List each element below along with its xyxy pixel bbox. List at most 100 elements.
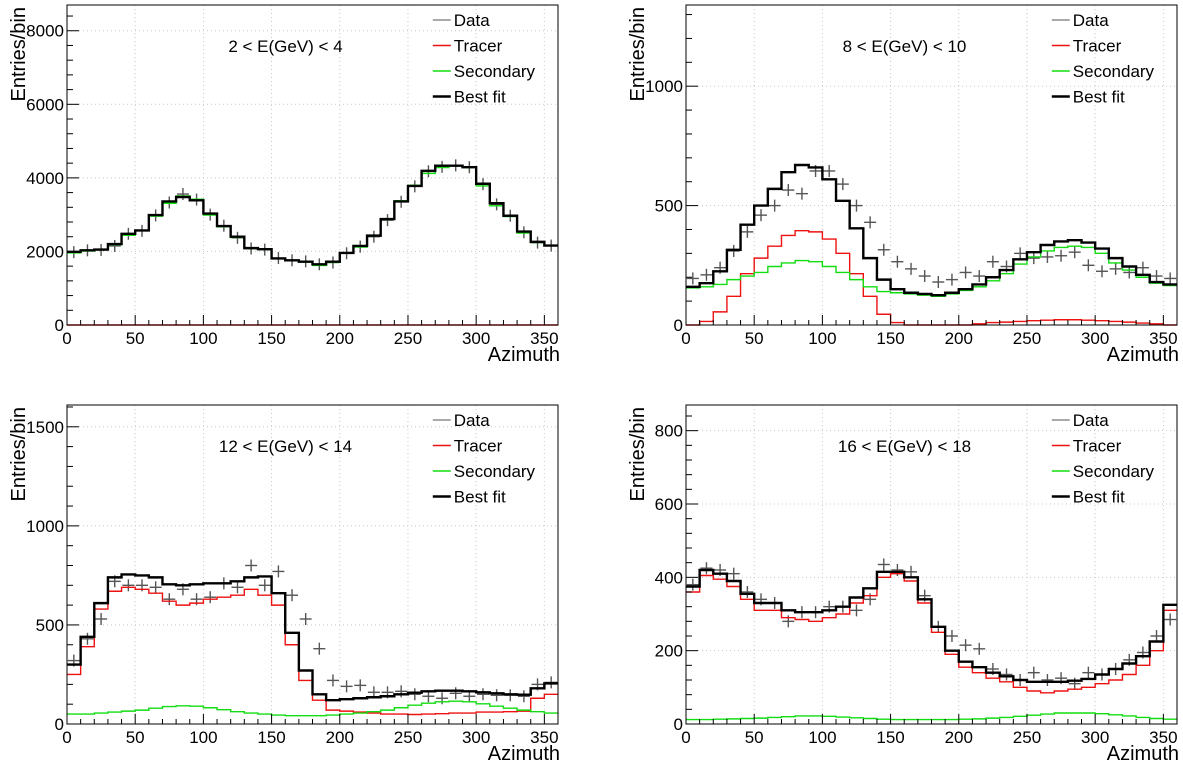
energy-range-title: 8 < E(GeV) < 10 [843, 37, 967, 56]
x-axis-label: Azimuth [1107, 743, 1179, 762]
y-tick-label: 400 [655, 568, 683, 587]
x-tick-label: 150 [257, 728, 285, 747]
legend-label: Best fit [1073, 88, 1125, 107]
data-point [877, 243, 890, 256]
x-tick-label: 350 [1149, 728, 1177, 747]
x-tick-label: 50 [745, 329, 764, 348]
step-line-tracer [67, 586, 558, 716]
y-axis-label: Entries/bin [8, 7, 30, 102]
step-line-best-fit [686, 163, 1177, 297]
data-point [163, 593, 176, 606]
data-point [741, 586, 754, 598]
data-point [286, 589, 299, 602]
data-point [299, 612, 312, 625]
data-point [81, 632, 94, 645]
data-point [408, 688, 421, 701]
data-point [476, 688, 489, 701]
y-tick-label: 2000 [26, 242, 64, 261]
legend-label: Secondary [454, 62, 536, 81]
data-point [959, 639, 972, 652]
data-point [272, 565, 285, 578]
data-point [864, 216, 877, 229]
legend-label: Best fit [1073, 488, 1125, 507]
step-line-tracer [686, 229, 1177, 326]
data-point [905, 565, 918, 578]
data-point [1068, 677, 1081, 690]
legend: Data Tracer Secondary Best fit [1051, 411, 1155, 507]
x-tick-label: 0 [62, 728, 71, 747]
series-best-fit [67, 573, 558, 702]
legend: Data Tracer Secondary Best fit [1051, 11, 1155, 107]
legend-label: Tracer [454, 437, 503, 456]
y-axis: 0 200 400 600 800 Entries/bin [627, 407, 698, 734]
legend-label: Tracer [454, 37, 503, 56]
legend-label: Tracer [1073, 37, 1122, 56]
data-point [1150, 270, 1163, 283]
y-tick-label: 6000 [26, 95, 64, 114]
step-line-tracer [686, 572, 1177, 694]
data-point [517, 690, 530, 703]
step-line-best-fit [686, 568, 1177, 684]
x-tick-label: 300 [462, 329, 490, 348]
x-tick-label: 300 [462, 728, 490, 747]
data-point [1027, 666, 1040, 679]
y-tick-label: 500 [36, 616, 64, 635]
series-tracer [686, 229, 1177, 326]
data-point [1014, 247, 1027, 260]
legend-label: Data [454, 11, 490, 30]
data-point [313, 642, 326, 655]
plot-grid [67, 5, 558, 325]
data-point [700, 562, 713, 575]
data-point [1123, 266, 1136, 279]
data-point [354, 679, 367, 692]
data-point [1082, 259, 1095, 272]
data-point [340, 680, 353, 693]
y-tick-label: 1500 [26, 418, 64, 437]
energy-range-title: 12 < E(GeV) < 14 [219, 437, 352, 456]
x-tick-label: 0 [62, 329, 71, 348]
energy-range-title: 2 < E(GeV) < 4 [228, 37, 342, 56]
data-point [449, 687, 462, 700]
y-tick-label: 1000 [26, 517, 64, 536]
x-tick-label: 200 [326, 329, 354, 348]
legend-label: Secondary [1073, 462, 1155, 481]
legend-label: Secondary [454, 462, 536, 481]
x-tick-label: 300 [1081, 728, 1109, 747]
data-point [891, 255, 904, 268]
y-axis-label: Entries/bin [8, 407, 30, 502]
data-point [973, 270, 986, 283]
y-tick-label: 8000 [26, 22, 64, 41]
x-tick-label: 50 [126, 728, 145, 747]
legend-label: Best fit [454, 88, 506, 107]
data-point [741, 225, 754, 238]
data-point [176, 188, 189, 201]
y-tick-label: 600 [655, 495, 683, 514]
legend-label: Best fit [454, 488, 506, 507]
series-secondary [67, 700, 558, 717]
data-point [959, 266, 972, 279]
data-point [877, 558, 890, 571]
data-point [1136, 261, 1149, 274]
y-tick-label: 200 [655, 642, 683, 661]
x-tick-label: 150 [876, 329, 904, 348]
series-tracer [67, 586, 558, 716]
x-tick-label: 350 [530, 728, 558, 747]
data-point [1000, 668, 1013, 681]
data-point [686, 272, 699, 285]
data-point [782, 184, 795, 197]
data-point [850, 604, 863, 617]
legend: Data Tracer Secondary Best fit [432, 411, 536, 507]
data-point [1164, 613, 1177, 626]
data-point [1041, 250, 1054, 263]
legend-label: Data [1073, 11, 1109, 30]
